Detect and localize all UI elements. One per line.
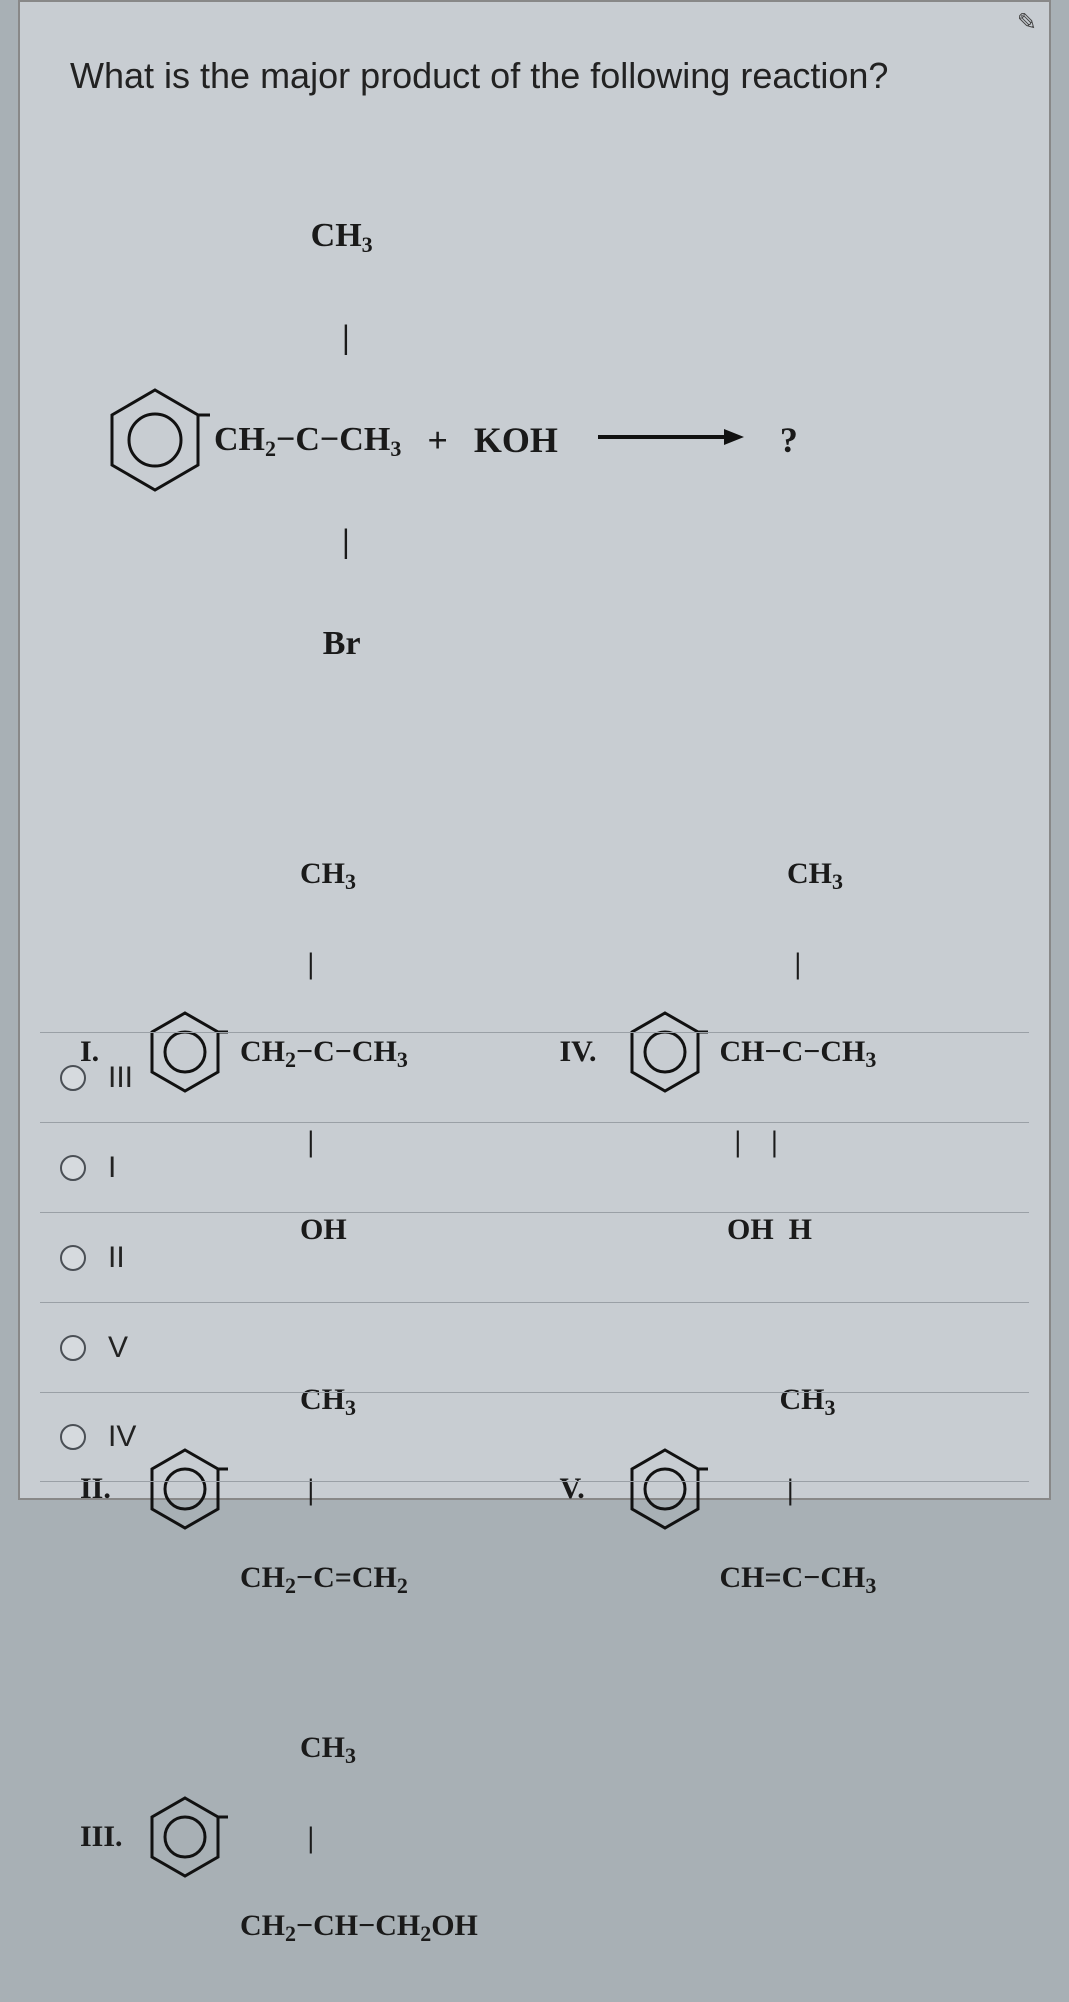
question-text: What is the major product of the followi… [70, 52, 999, 101]
option-III: III. CH3 | CH2−CH−CH2OH [80, 1673, 520, 2001]
benzene-icon [100, 380, 210, 500]
answer-list: III I II V IV [40, 1032, 1029, 1482]
answer-label: III [108, 1061, 133, 1095]
answer-label: IV [108, 1420, 136, 1454]
answer-option[interactable]: I [40, 1122, 1029, 1212]
product-placeholder: ? [780, 419, 798, 461]
radio-icon[interactable] [60, 1155, 86, 1181]
answer-option[interactable]: III [40, 1032, 1029, 1122]
reaction-equation: CH3 | CH2−C−CH3 | Br + KOH ? [100, 151, 999, 729]
answer-option[interactable]: IV [40, 1392, 1029, 1482]
radio-icon[interactable] [60, 1335, 86, 1361]
reagent: KOH [474, 419, 558, 461]
benzene-icon [142, 1790, 228, 1884]
plus-sign: + [427, 419, 448, 461]
radio-icon[interactable] [60, 1065, 86, 1091]
answer-label: I [108, 1151, 116, 1185]
answer-label: II [108, 1241, 125, 1275]
question-card: ✎ What is the major product of the follo… [18, 0, 1051, 1500]
answer-option[interactable]: II [40, 1212, 1029, 1302]
radio-icon[interactable] [60, 1424, 86, 1450]
answer-option[interactable]: V [40, 1302, 1029, 1392]
corner-mark: ✎ [1017, 8, 1037, 37]
option-formula: CH3 | CH2−CH−CH2OH [240, 1673, 478, 2001]
arrow-icon [594, 423, 744, 456]
option-label: III. [80, 1820, 130, 1854]
reactant-formula: CH3 | CH2−C−CH3 | Br [214, 151, 401, 729]
answer-label: V [108, 1331, 128, 1365]
radio-icon[interactable] [60, 1245, 86, 1271]
